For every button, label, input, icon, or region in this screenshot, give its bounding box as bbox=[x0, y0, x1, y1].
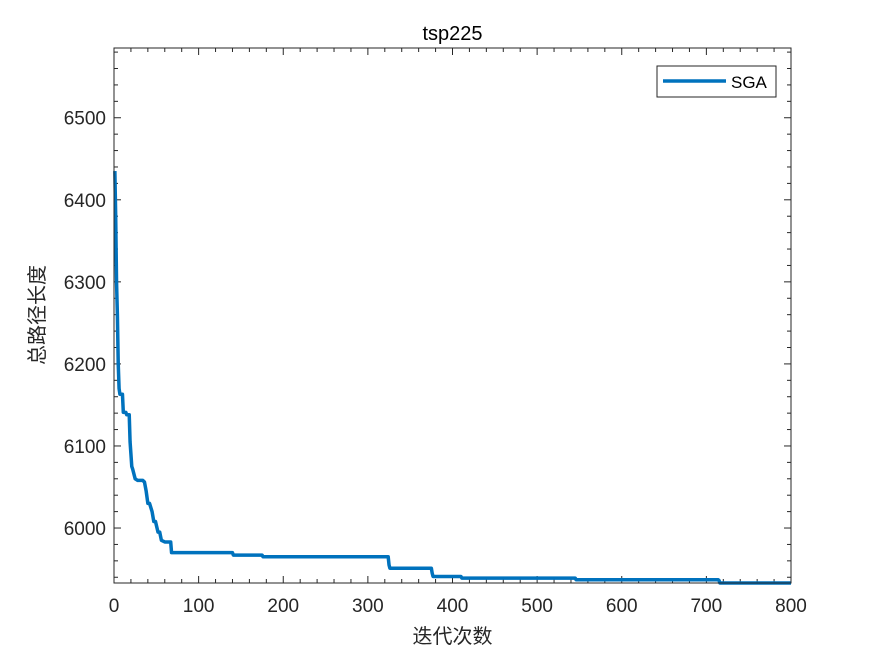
x-tick-label: 0 bbox=[109, 596, 120, 617]
x-tick-label: 200 bbox=[267, 596, 299, 617]
y-tick-label: 6200 bbox=[64, 355, 106, 376]
x-tick-label: 500 bbox=[521, 596, 553, 617]
x-tick-label: 300 bbox=[352, 596, 384, 617]
x-tick-label: 100 bbox=[183, 596, 215, 617]
y-tick-label: 6400 bbox=[64, 191, 106, 212]
x-tick-labels: 0 100 200 300 400 500 600 700 800 bbox=[109, 596, 807, 617]
x-tick-label: 400 bbox=[437, 596, 469, 617]
y-tick-label: 6300 bbox=[64, 273, 106, 294]
chart-title: tsp225 bbox=[422, 23, 482, 45]
series-line-sga bbox=[113, 171, 791, 585]
y-tick-label: 6100 bbox=[64, 437, 106, 458]
legend-label-sga: SGA bbox=[731, 73, 768, 92]
plot-area bbox=[114, 48, 791, 583]
plot-frame bbox=[113, 47, 792, 584]
y-tick-labels: 6000 6100 6200 6300 6400 6500 bbox=[64, 109, 106, 540]
legend: SGA bbox=[656, 65, 777, 98]
series-lines bbox=[113, 171, 791, 585]
x-axis-label: 迭代次数 bbox=[413, 624, 493, 648]
y-axis-label: 总路径长度 bbox=[25, 265, 49, 365]
x-tick-label: 800 bbox=[775, 596, 807, 617]
x-tick-label: 600 bbox=[606, 596, 638, 617]
y-tick-label: 6000 bbox=[64, 519, 106, 540]
x-tick-label: 700 bbox=[691, 596, 723, 617]
y-tick-label: 6500 bbox=[64, 109, 106, 130]
